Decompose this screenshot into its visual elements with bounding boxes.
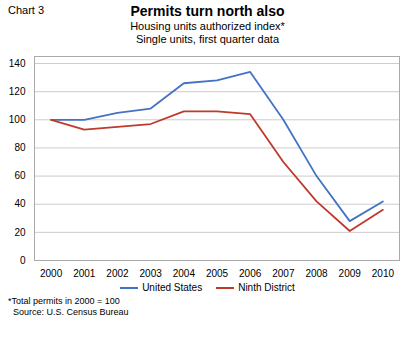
html-text:Chart 3: Chart 3: [8, 4, 45, 16]
svg-text:120: 120: [9, 86, 26, 97]
svg-text:2008: 2008: [305, 268, 328, 279]
svg-text:2000: 2000: [40, 268, 63, 279]
svg-text:2005: 2005: [206, 268, 229, 279]
svg-text:140: 140: [9, 58, 26, 69]
html-text:Housing units authorized index: Housing units authorized index*: [130, 20, 285, 32]
html-text:Source: U.S. Census Bureau: Source: U.S. Census Bureau: [8, 307, 129, 317]
svg-text:40: 40: [14, 198, 26, 209]
html-text:Permits turn north also: Permits turn north also: [130, 3, 285, 19]
svg-text:20: 20: [14, 227, 26, 238]
html-text:Ninth District: Ninth District: [238, 282, 295, 293]
svg-text:0: 0: [20, 255, 26, 266]
svg-text:2007: 2007: [272, 268, 295, 279]
svg-text:2001: 2001: [73, 268, 96, 279]
svg-text:2003: 2003: [140, 268, 163, 279]
svg-text:2006: 2006: [239, 268, 262, 279]
html-text:Single units, first quarter da: Single units, first quarter data: [136, 33, 279, 45]
html-text:*Total permits in 2000 = 100: *Total permits in 2000 = 100: [8, 296, 120, 306]
svg-text:2010: 2010: [372, 268, 395, 279]
svg-text:2002: 2002: [106, 268, 129, 279]
svg-text:60: 60: [14, 170, 26, 181]
html-text:United States: United States: [142, 282, 203, 293]
svg-text:80: 80: [14, 142, 26, 153]
svg-text:2004: 2004: [173, 268, 196, 279]
svg-text:100: 100: [9, 114, 26, 125]
svg-text:2009: 2009: [339, 268, 362, 279]
